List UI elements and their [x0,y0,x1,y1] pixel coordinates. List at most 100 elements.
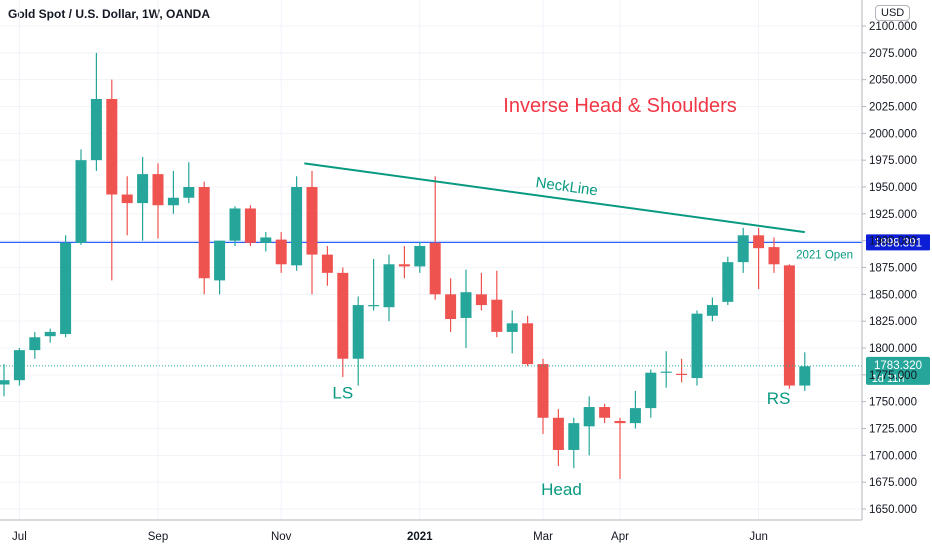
candle-body [13,350,25,381]
candle[interactable] [614,417,626,479]
price-tick-label: 2050.000 [869,75,917,87]
candle[interactable] [106,79,118,281]
currency-button[interactable]: USD [875,5,911,21]
candle-body [152,174,164,206]
candle[interactable] [491,270,503,338]
candle[interactable] [552,409,564,467]
candle[interactable] [137,156,149,241]
candle-body [429,242,441,295]
candle-body [568,423,580,450]
candle[interactable] [629,390,641,429]
candle[interactable] [645,369,657,418]
candle-body [660,371,672,373]
candle-body [352,305,364,359]
candle[interactable] [291,176,303,271]
candle[interactable] [691,310,703,386]
candle[interactable] [198,181,210,295]
price-tick-label: 1950.000 [869,182,917,194]
candle-body [599,407,611,418]
candle[interactable] [737,227,749,273]
candles-group[interactable] [0,52,811,479]
candle[interactable] [414,241,426,273]
candle-body [799,366,811,386]
price-tick-label: 1800.000 [869,343,917,355]
candle[interactable] [229,206,241,247]
candle-body [368,305,380,307]
candle[interactable] [260,232,272,252]
candle[interactable] [167,170,179,214]
candle-body [337,272,349,359]
candle-body [522,323,534,365]
candle[interactable] [368,258,380,311]
candle-body [398,264,410,267]
price-tick-label: 1675.000 [869,477,917,489]
candle[interactable] [783,264,795,389]
candle[interactable] [445,278,457,332]
candle[interactable] [722,256,734,306]
candle[interactable] [475,272,487,311]
candle[interactable] [583,396,595,456]
candle[interactable] [398,246,410,279]
candle[interactable] [460,269,472,348]
candle-body [275,239,287,265]
price-axis[interactable]: 1650.000 1675.000 1700.000 1725.000 1750.000… [861,0,917,520]
candle-body [167,197,179,206]
candle[interactable] [0,364,10,397]
bar-countdown-label: 1d 11h [872,373,905,385]
candle[interactable] [429,176,441,300]
candle[interactable] [75,149,87,245]
candle[interactable] [214,240,226,295]
open-line-note: 2021 Open [796,249,853,261]
candle[interactable] [768,237,780,273]
candle-body [491,299,503,332]
time-tick-label: Jun [749,531,768,543]
candle-body [783,265,795,386]
candle[interactable] [13,348,25,386]
price-tick-label: 1825.000 [869,316,917,328]
candle[interactable] [352,296,364,386]
time-tick-label: Mar [533,531,553,543]
candle[interactable] [244,205,256,247]
candle[interactable] [706,297,718,322]
candle[interactable] [60,235,72,338]
candle[interactable] [660,351,672,388]
candle[interactable] [337,267,349,377]
time-axis[interactable]: Jul Sep Nov 2021 Mar Apr Jun [0,519,862,543]
candle-body [676,373,688,375]
candle[interactable] [522,315,534,367]
candle[interactable] [537,358,549,434]
price-tick-label: 1850.000 [869,289,917,301]
candle[interactable] [506,310,518,354]
candle-body [629,408,641,424]
price-tick-label: 2075.000 [869,48,917,60]
candle[interactable] [568,417,580,469]
price-tick-label: 1900.000 [869,236,917,248]
candle-body [768,247,780,265]
candle[interactable] [275,232,287,273]
candle[interactable] [306,170,318,295]
candle[interactable] [183,162,195,204]
price-tick-label: 2025.000 [869,102,917,114]
candle[interactable] [44,328,56,343]
candle[interactable] [599,403,611,424]
candle[interactable] [152,163,164,239]
candle-body [306,187,318,255]
candle-body [506,323,518,332]
candle[interactable] [29,331,41,359]
candle-body [614,420,626,424]
candle[interactable] [321,246,333,286]
candle[interactable] [383,254,395,322]
price-tick-label: 1725.000 [869,424,917,436]
candle[interactable] [799,352,811,391]
candle[interactable] [676,358,688,383]
price-tick-label: 1975.000 [869,155,917,167]
candle[interactable] [121,176,133,236]
candle-body [706,305,718,316]
candle-body [90,98,102,161]
candle[interactable] [90,52,102,171]
candle-body [0,380,10,385]
last-price-label: 1783.320 [874,360,922,372]
candle[interactable] [753,227,765,289]
